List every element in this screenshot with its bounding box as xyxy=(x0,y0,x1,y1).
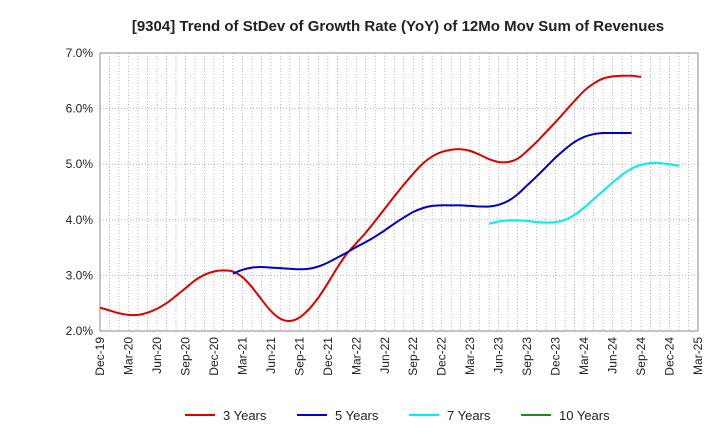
x-tick-label: Dec-22 xyxy=(435,337,449,376)
x-tick-label: Sep-24 xyxy=(634,337,648,376)
x-tick-label: Jun-23 xyxy=(492,337,506,374)
x-axis-ticks: Dec-19 Mar-20 Jun-20 Sep-20 Dec-20 Mar-21 Jun-… xyxy=(93,337,705,376)
y-tick-label: 3.0% xyxy=(66,268,94,282)
y-tick-label: 4.0% xyxy=(66,213,94,227)
x-tick-label: Jun-24 xyxy=(606,337,620,374)
legend-label-10-years: 10 Years xyxy=(559,408,610,423)
y-tick-label: 7.0% xyxy=(66,46,94,60)
legend-label-5-years: 5 Years xyxy=(335,408,379,423)
y-tick-label: 6.0% xyxy=(66,102,94,116)
series-line-3-years xyxy=(99,74,642,323)
x-tick-label: Mar-23 xyxy=(463,337,477,375)
series-line-7-years xyxy=(488,161,680,225)
x-tick-label: Mar-25 xyxy=(691,337,705,375)
x-tick-label: Dec-23 xyxy=(549,337,563,376)
y-axis-ticks: 2.0% 3.0% 4.0% 5.0% 6.0% 7.0% xyxy=(66,46,94,338)
plot-area-frame xyxy=(99,52,699,332)
x-tick-label: Mar-22 xyxy=(349,337,363,375)
x-tick-label: Mar-24 xyxy=(577,337,591,375)
legend: 3 Years 5 Years 7 Years 10 Years xyxy=(185,408,610,423)
x-tick-label: Mar-21 xyxy=(235,337,249,375)
series-line-5-years xyxy=(232,131,632,275)
series-lines xyxy=(99,74,680,323)
x-tick-label: Jun-21 xyxy=(264,337,278,374)
legend-label-3-years: 3 Years xyxy=(223,408,267,423)
x-tick-label: Dec-20 xyxy=(207,337,221,376)
x-tick-label: Jun-20 xyxy=(150,337,164,374)
y-tick-label: 2.0% xyxy=(66,324,94,338)
x-tick-label: Sep-22 xyxy=(406,337,420,376)
x-tick-label: Dec-24 xyxy=(663,337,677,376)
chart-title: [9304] Trend of StDev of Growth Rate (Yo… xyxy=(132,18,664,35)
x-tick-label: Dec-19 xyxy=(93,337,107,376)
x-tick-label: Sep-21 xyxy=(292,337,306,376)
x-tick-label: Sep-20 xyxy=(178,337,192,376)
x-tick-label: Jun-22 xyxy=(378,337,392,374)
x-tick-label: Sep-23 xyxy=(520,337,534,376)
legend-label-7-years: 7 Years xyxy=(447,408,491,423)
y-tick-label: 5.0% xyxy=(66,157,94,171)
x-tick-label: Dec-21 xyxy=(321,337,335,376)
x-tick-label: Mar-20 xyxy=(121,337,135,375)
